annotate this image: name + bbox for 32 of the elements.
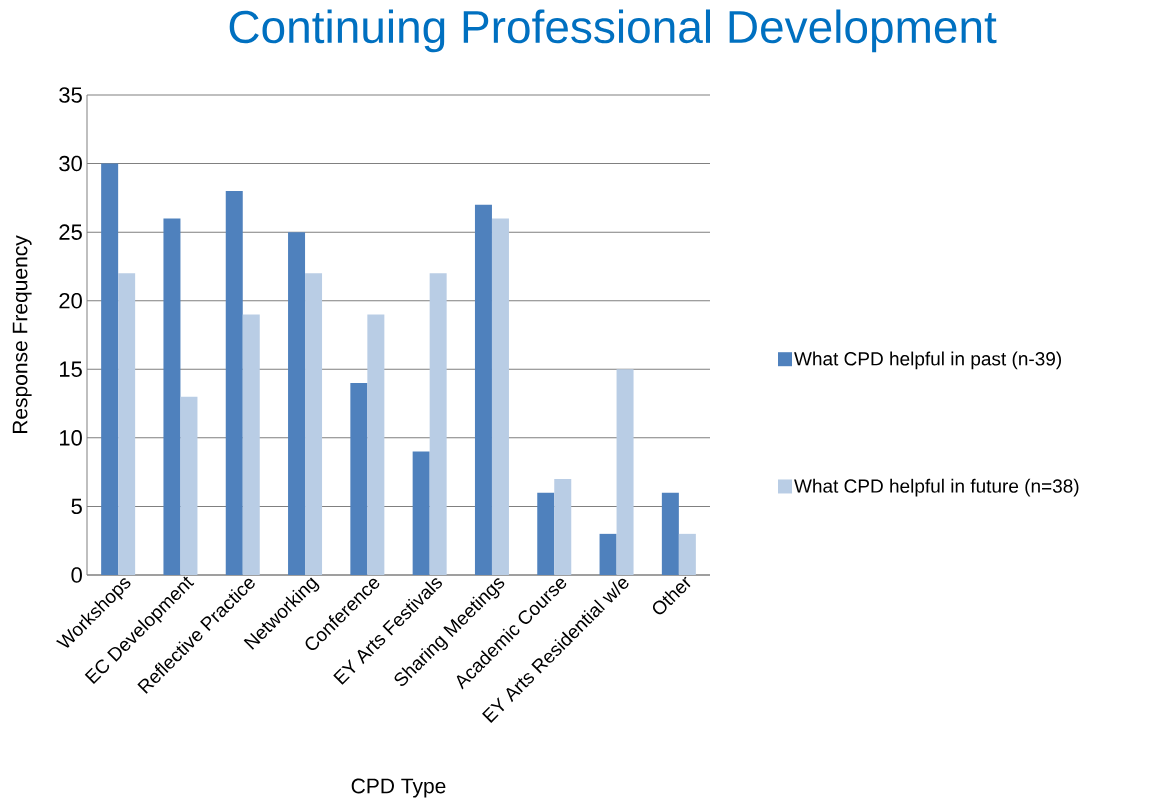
- y-tick-label: 25: [59, 224, 82, 240]
- bar: [554, 479, 572, 575]
- bar: [491, 218, 509, 575]
- y-tick-label: 10: [60, 430, 82, 446]
- legend-label: What CPD helpful in past (n-39): [794, 351, 1061, 370]
- bar: [474, 204, 492, 575]
- bar: [429, 273, 447, 575]
- legend-label: What CPD helpful in future (n=38): [794, 478, 1079, 497]
- bar: [350, 383, 368, 575]
- y-tick-label: 35: [59, 87, 82, 103]
- y-axis-title: Response Frequency: [12, 235, 32, 434]
- bar: [163, 218, 181, 575]
- y-tick-label: 5: [71, 498, 82, 515]
- y-tick-label: 20: [59, 292, 82, 309]
- bar: [661, 492, 679, 575]
- bar: [288, 232, 306, 575]
- y-tick-label: 30: [59, 155, 82, 172]
- bar: [367, 314, 385, 575]
- bar: [616, 369, 634, 575]
- bar: [118, 273, 136, 575]
- bar: [101, 163, 119, 575]
- bar: [180, 396, 198, 575]
- chart-title: Continuing Professional Development: [229, 9, 997, 53]
- bar: [537, 492, 555, 575]
- bar: [678, 533, 696, 575]
- bar: [412, 451, 430, 575]
- bar: [242, 314, 260, 575]
- bar: [225, 191, 243, 575]
- y-tick-label: 15: [60, 361, 82, 377]
- x-axis-title: CPD Type: [351, 778, 446, 798]
- bar: [305, 273, 323, 575]
- bar: [599, 533, 617, 575]
